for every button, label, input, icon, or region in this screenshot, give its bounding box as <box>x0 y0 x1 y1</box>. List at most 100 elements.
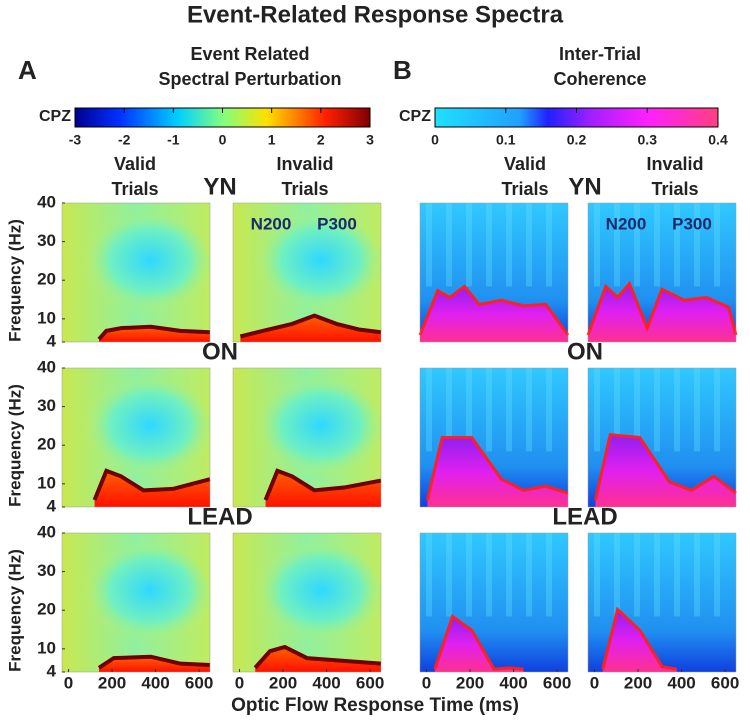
heatmap-streak <box>594 368 600 452</box>
heatmap-streak <box>594 203 600 287</box>
x-tick-label: 200 <box>98 673 126 692</box>
x-tick-label: 600 <box>543 673 571 692</box>
heatmap-blob <box>247 542 381 649</box>
x-tick-label: 600 <box>711 673 739 692</box>
column-label: Trials <box>651 179 698 199</box>
heatmap-hot <box>99 326 210 342</box>
x-tick-label: 400 <box>141 673 169 692</box>
colorbar-tick-label: 0.3 <box>638 132 658 148</box>
heatmap-frame <box>61 532 211 673</box>
heatmap-streak <box>714 203 720 287</box>
heatmap-streak <box>466 203 472 287</box>
colorbar-tick-label: 0.4 <box>708 132 728 148</box>
heatmap-streak <box>526 533 532 617</box>
heatmap-streak <box>654 368 660 452</box>
x-tick-label: 0 <box>64 673 73 692</box>
heatmap-contour <box>97 324 211 341</box>
panel-heading: Coherence <box>553 69 646 89</box>
x-tick-label: 200 <box>624 673 652 692</box>
heatmap-contour <box>433 613 524 671</box>
heatmap-streak <box>506 203 512 287</box>
annotation: N200 <box>606 214 647 233</box>
heatmap-hot <box>420 286 568 342</box>
colorbar-tick-label: 2 <box>317 132 325 148</box>
row-label: YN <box>568 173 601 200</box>
heatmap <box>418 202 570 343</box>
column-label: Valid <box>114 154 156 174</box>
heatmap <box>232 202 382 343</box>
heatmap <box>61 367 211 508</box>
heatmap-streak <box>546 368 552 452</box>
heatmap <box>419 367 569 508</box>
column-label: Invalid <box>646 154 703 174</box>
x-tick-label: 0 <box>235 673 244 692</box>
heatmap-frame <box>232 532 382 673</box>
heatmap-streak <box>506 533 512 617</box>
y-tick-label: 20 <box>37 270 56 289</box>
heatmap-streak <box>634 533 640 617</box>
heatmap-streak <box>694 533 700 617</box>
heatmap-streak <box>694 203 700 287</box>
y-axis-label: Frequency (Hz) <box>5 384 24 507</box>
heatmap-hot <box>588 283 736 342</box>
x-tick-label: 0 <box>590 673 599 692</box>
heatmap-streak <box>446 533 452 617</box>
colorbar-label: CPZ <box>399 108 431 125</box>
y-tick-label: 4 <box>47 496 57 515</box>
colorbar-tick-label: 0 <box>431 132 439 148</box>
colorbar-tick-label: 0.2 <box>567 132 587 148</box>
y-tick-label: 4 <box>47 331 57 350</box>
heatmap <box>61 532 211 673</box>
heatmap-frame <box>61 367 211 508</box>
heatmap-streak <box>694 368 700 452</box>
heatmap-contour <box>97 654 211 670</box>
heatmap-streak <box>634 368 640 452</box>
heatmap-frame <box>587 532 737 673</box>
heatmap-hot <box>602 609 677 672</box>
heatmap-streak <box>526 203 532 287</box>
y-tick-label: 10 <box>37 473 56 492</box>
heatmap-streak <box>614 203 620 287</box>
heatmap-frame <box>61 202 211 343</box>
heatmap-streak <box>426 533 432 617</box>
panel-heading: Inter-Trial <box>559 44 641 64</box>
panel-letter: B <box>393 55 412 85</box>
heatmap-streak <box>446 368 452 452</box>
column-label: Valid <box>504 154 546 174</box>
y-tick-label: 30 <box>37 231 56 250</box>
heatmap-frame <box>587 202 737 343</box>
heatmap-streak <box>526 368 532 452</box>
y-tick-label: 30 <box>37 396 56 415</box>
x-tick-label: 600 <box>356 673 384 692</box>
column-label: Trials <box>281 179 328 199</box>
heatmap-contour <box>601 606 678 671</box>
y-tick-label: 20 <box>37 435 56 454</box>
panel-letter: A <box>18 55 37 85</box>
annotation: P300 <box>672 214 712 233</box>
heatmap-hot <box>240 315 381 342</box>
heatmap-streak <box>466 368 472 452</box>
colorbar-tick-label: -2 <box>118 132 131 148</box>
heatmap-streak <box>466 533 472 617</box>
heatmap-frame <box>419 202 569 343</box>
row-label: ON <box>567 338 603 365</box>
heatmap <box>587 367 737 508</box>
heatmap-streak <box>674 203 680 287</box>
colorbar-label: CPZ <box>39 108 71 125</box>
y-tick-label: 40 <box>37 357 56 376</box>
heatmap-blob <box>76 377 211 484</box>
colorbar-tick-label: -1 <box>167 132 180 148</box>
column-label: Invalid <box>276 154 333 174</box>
heatmap-frame <box>587 367 737 508</box>
x-tick-label: 0 <box>422 673 431 692</box>
colorbar-tick-label: 3 <box>366 132 374 148</box>
heatmap-contour <box>92 468 211 501</box>
annotation: P300 <box>317 214 357 233</box>
heatmap-contour <box>253 644 382 670</box>
heatmap-streak <box>614 533 620 617</box>
heatmap <box>61 202 211 343</box>
x-tick-label: 600 <box>185 673 213 692</box>
colorbar-tick-label: -3 <box>69 132 82 148</box>
heatmap-streak <box>714 368 720 452</box>
